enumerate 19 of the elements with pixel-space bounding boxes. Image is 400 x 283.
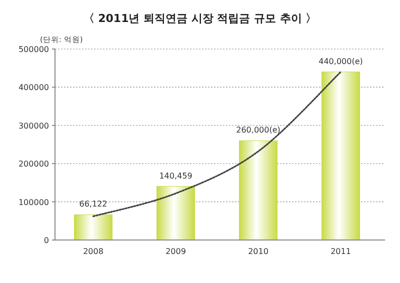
bar — [322, 72, 360, 240]
bar — [239, 140, 278, 240]
y-tick-label: 200000 — [18, 160, 49, 169]
x-tick-label: 2008 — [83, 247, 104, 256]
data-label: 440,000(e) — [318, 56, 363, 66]
data-label: 66,122 — [79, 200, 108, 209]
y-tick-label: 500000 — [18, 45, 49, 54]
y-tick-label: 400000 — [18, 83, 49, 92]
y-tick-label: 300000 — [18, 121, 49, 130]
bar — [156, 186, 195, 240]
x-tick-label: 2010 — [248, 247, 268, 256]
chart-title: 〈 2011년 퇴직연금 시장 적립금 규모 추이 〉 — [83, 12, 317, 25]
x-tick-label: 2009 — [166, 247, 186, 256]
y-tick-label: 100000 — [18, 198, 49, 207]
data-label: 140,459 — [159, 171, 192, 180]
bar — [74, 214, 112, 240]
y-tick-label: 0 — [44, 236, 49, 245]
data-label: 260,000(e) — [236, 126, 280, 135]
x-tick-label: 2011 — [330, 247, 351, 256]
